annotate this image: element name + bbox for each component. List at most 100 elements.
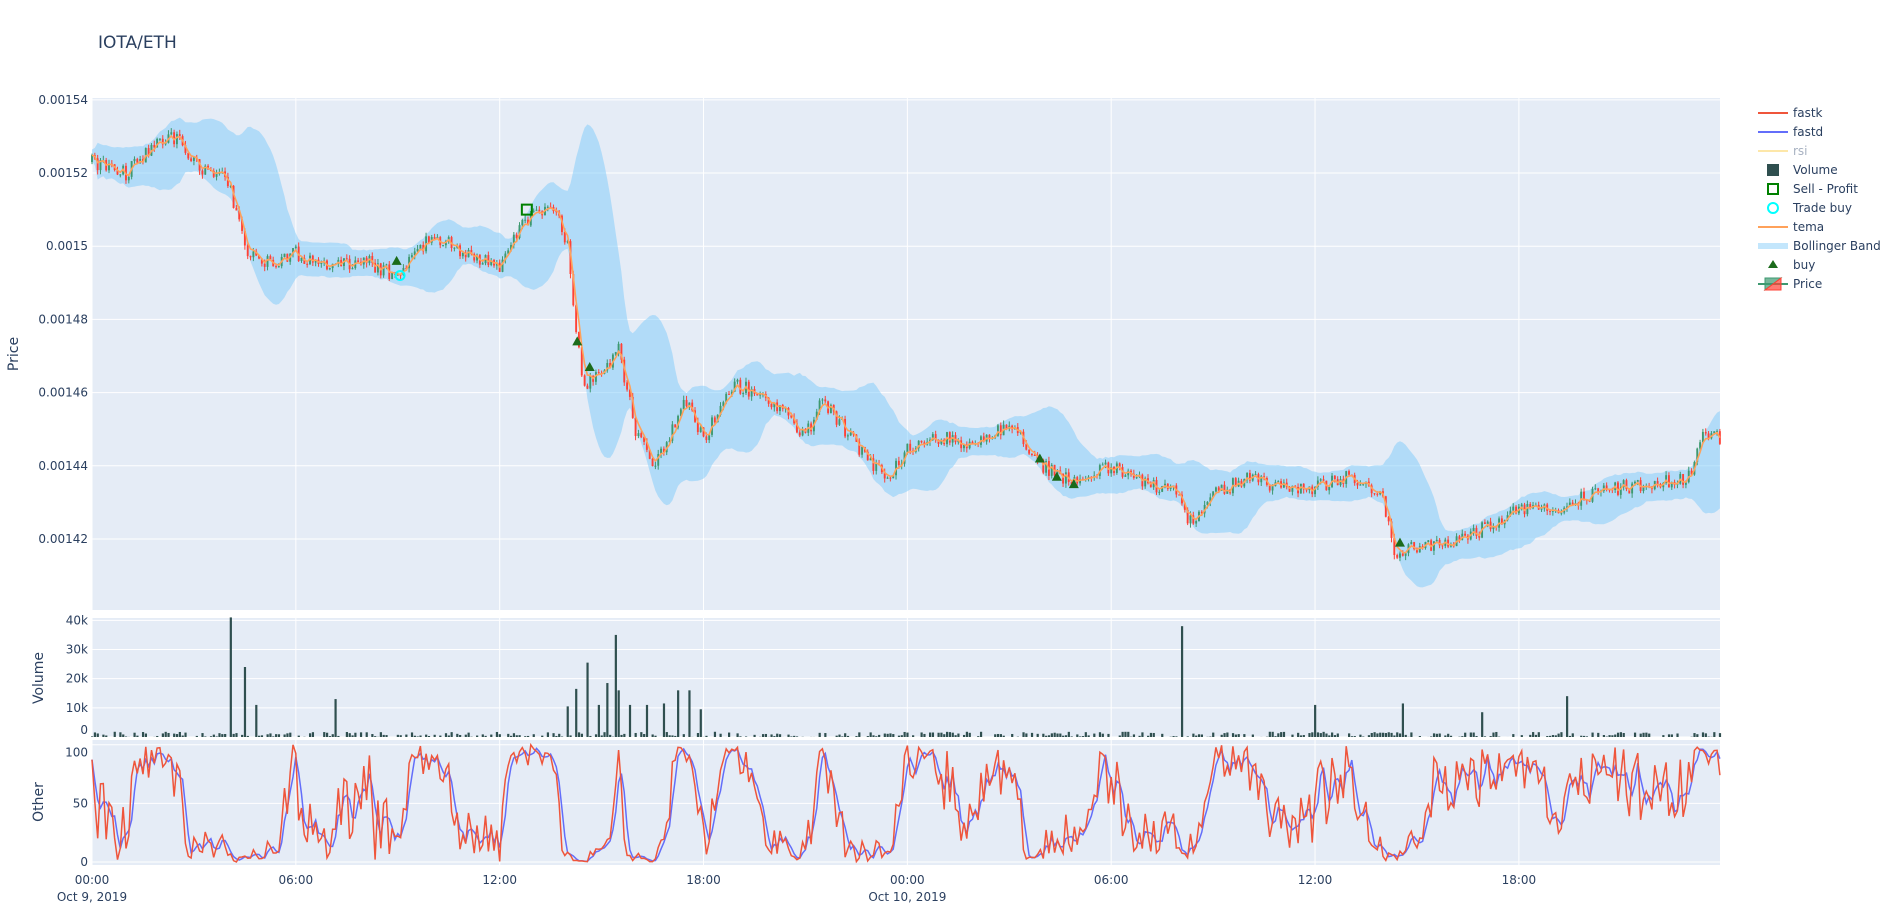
legend-label: fastd bbox=[1793, 125, 1823, 139]
x-tick-label: 00:00 bbox=[890, 873, 925, 887]
volume-bar bbox=[598, 705, 600, 737]
volume-bar bbox=[411, 732, 413, 737]
legend-item-volume[interactable]: Volume bbox=[1767, 163, 1838, 177]
volume-bar bbox=[1572, 733, 1574, 737]
volume-bar bbox=[235, 733, 237, 737]
volume-bar bbox=[1082, 736, 1084, 737]
candle-body bbox=[482, 263, 484, 264]
volume-bar bbox=[1065, 735, 1067, 737]
candle-body bbox=[708, 435, 710, 440]
volume-bar bbox=[1334, 735, 1336, 737]
volume-bar bbox=[558, 734, 560, 737]
volume-bar bbox=[618, 690, 620, 737]
volume-bar bbox=[332, 734, 334, 737]
price-candle bbox=[739, 378, 741, 395]
volume-bar bbox=[334, 699, 336, 737]
volume-bar bbox=[671, 735, 673, 737]
volume-bar bbox=[663, 703, 665, 737]
volume-bar bbox=[872, 735, 874, 737]
legend-item-trade-buy[interactable]: Trade buy bbox=[1768, 201, 1852, 215]
legend-label: Price bbox=[1793, 277, 1822, 291]
volume-y-tick-label: 30k bbox=[66, 643, 88, 657]
volume-bar bbox=[1376, 733, 1378, 737]
volume-bar bbox=[569, 735, 571, 737]
candle-body bbox=[652, 459, 654, 466]
candle-body bbox=[1136, 477, 1138, 478]
volume-bar bbox=[1385, 733, 1387, 737]
price-y-tick-label: 0.00148 bbox=[38, 312, 88, 326]
legend-item-price[interactable]: Price bbox=[1758, 277, 1822, 291]
candle-body bbox=[284, 254, 286, 257]
volume-bar bbox=[176, 734, 178, 737]
volume-bar bbox=[329, 736, 331, 737]
legend-label: Volume bbox=[1793, 163, 1838, 177]
legend-band-icon bbox=[1758, 243, 1788, 249]
volume-y-tick-label: 40k bbox=[66, 613, 88, 627]
candle-body bbox=[700, 427, 702, 432]
volume-bar bbox=[1583, 736, 1585, 737]
candle-body bbox=[442, 245, 444, 246]
candle-body bbox=[521, 220, 523, 225]
volume-bar bbox=[635, 733, 637, 737]
legend-item-fastd[interactable]: fastd bbox=[1758, 125, 1823, 139]
x-tick-label: 06:00 bbox=[279, 873, 314, 887]
volume-bar bbox=[1088, 735, 1090, 737]
volume-bar bbox=[1048, 735, 1050, 737]
candle-body bbox=[352, 268, 354, 269]
volume-bar bbox=[97, 733, 99, 737]
volume-bar bbox=[371, 734, 373, 737]
legend-item-tema[interactable]: tema bbox=[1758, 220, 1824, 234]
volume-bar bbox=[1354, 736, 1356, 737]
volume-bar bbox=[720, 734, 722, 737]
volume-bar bbox=[349, 733, 351, 737]
legend-item-fastk[interactable]: fastk bbox=[1758, 106, 1823, 120]
legend-item-bollinger-band[interactable]: Bollinger Band bbox=[1758, 239, 1881, 253]
x-tick-label: 18:00 bbox=[1502, 873, 1537, 887]
chart-title: IOTA/ETH bbox=[98, 33, 177, 53]
volume-bar bbox=[485, 736, 487, 737]
candle-body bbox=[1410, 542, 1412, 544]
volume-bar bbox=[1172, 736, 1174, 737]
candle-body bbox=[875, 464, 877, 471]
volume-bar bbox=[541, 736, 543, 737]
legend-item-buy[interactable]: buy bbox=[1768, 258, 1815, 272]
candle-body bbox=[306, 264, 308, 265]
volume-bar bbox=[773, 736, 775, 737]
volume-bar bbox=[1390, 733, 1392, 737]
volume-bar bbox=[1272, 732, 1274, 737]
legend-item-rsi[interactable]: rsi bbox=[1758, 144, 1808, 158]
candle-body bbox=[824, 399, 826, 401]
volume-bar bbox=[669, 735, 671, 737]
volume-bar bbox=[878, 735, 880, 737]
volume-bar bbox=[589, 736, 591, 737]
volume-bar bbox=[1368, 735, 1370, 737]
volume-bar bbox=[1280, 732, 1282, 737]
candle-body bbox=[615, 352, 617, 354]
candle-body bbox=[850, 433, 852, 436]
volume-bar bbox=[1056, 734, 1058, 737]
candle-body bbox=[1359, 485, 1361, 486]
volume-bar bbox=[1569, 736, 1571, 737]
legend-item-sell-profit[interactable]: Sell - Profit bbox=[1768, 182, 1858, 196]
candle-body bbox=[468, 250, 470, 257]
volume-bar bbox=[1371, 733, 1373, 737]
volume-bar bbox=[156, 736, 158, 737]
volume-bar bbox=[1611, 735, 1613, 737]
volume-bar bbox=[901, 735, 903, 737]
volume-bar bbox=[400, 735, 402, 737]
candle-body bbox=[1034, 455, 1036, 456]
volume-bar bbox=[595, 734, 597, 737]
candle-body bbox=[586, 386, 588, 389]
volume-bar bbox=[241, 735, 243, 737]
volume-bar bbox=[946, 732, 948, 737]
volume-bar bbox=[1405, 735, 1407, 737]
volume-bar bbox=[417, 736, 419, 737]
volume-bar bbox=[196, 736, 198, 737]
volume-bar bbox=[419, 736, 421, 737]
volume-bar bbox=[912, 735, 914, 737]
volume-bar bbox=[1546, 736, 1548, 737]
volume-bar bbox=[1269, 732, 1271, 737]
volume-bar bbox=[122, 734, 124, 737]
legend: fastk fastd rsi Volume Sell - Profit Trade bu… bbox=[1758, 106, 1881, 291]
volume-bar bbox=[451, 732, 453, 737]
